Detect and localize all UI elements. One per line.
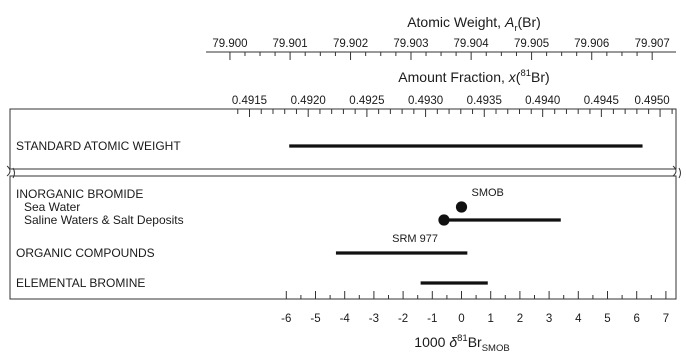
- row-label: ELEMENTAL BROMINE: [16, 276, 145, 290]
- axis-break-marks: [6, 165, 681, 179]
- delta-tick-label: 0: [458, 313, 464, 325]
- amount-fraction-tick-label: 0.4940: [525, 95, 560, 107]
- atomic-weight-tick-label: 79.900: [212, 38, 247, 50]
- atomic-weight-tick-label: 79.902: [333, 38, 368, 50]
- atomic-weight-axis: Atomic Weight, Ar(Br) 79.900 79.901 79.902…: [206, 14, 676, 60]
- reference-point-label: SMOB: [472, 187, 504, 199]
- amount-fraction-tick-label: 0.4915: [232, 95, 267, 107]
- amount-fraction-tick-label: 0.4950: [634, 95, 669, 107]
- row-label: Sea Water: [24, 200, 80, 214]
- atomic-weight-tick-label: 79.904: [454, 38, 490, 50]
- lower-frame: [9, 175, 677, 300]
- delta-tick-label: -4: [340, 313, 351, 325]
- row-label: Saline Waters & Salt Deposits: [24, 213, 184, 227]
- delta-tick-label: 1: [487, 313, 493, 325]
- reference-point-label: SRM 977: [392, 233, 438, 245]
- delta-tick-label: -2: [398, 313, 408, 325]
- delta-axis: -6 -5 -4 -3 -2 -1 0 1 2 3 4 5 6 7 1000 δ81BrSMOB: [281, 291, 669, 354]
- delta-tick-label: -3: [369, 313, 379, 325]
- delta-tick-label: -1: [427, 313, 437, 325]
- delta-axis-title: 1000 δ81BrSMOB: [414, 333, 509, 354]
- row-label: ORGANIC COMPOUNDS: [16, 246, 155, 260]
- delta-tick-label: 4: [575, 313, 582, 325]
- atomic-weight-tick-label: 79.906: [574, 38, 609, 50]
- atomic-weight-tick-label: 79.901: [273, 38, 308, 50]
- amount-fraction-axis: Amount Fraction, x(81Br) 0.4915 0.4920 0.4…: [232, 68, 673, 117]
- amount-fraction-axis-title: Amount Fraction, x(81Br): [398, 68, 549, 85]
- upper-frame: [9, 108, 677, 170]
- delta-tick-label: 6: [633, 313, 639, 325]
- delta-tick-label: 7: [663, 313, 669, 325]
- atomic-weight-tick-label: 79.907: [635, 38, 670, 50]
- delta-tick-label: 2: [517, 313, 523, 325]
- delta-tick-label: -5: [310, 313, 320, 325]
- row-label: INORGANIC BROMIDE: [16, 187, 143, 201]
- row-label: STANDARD ATOMIC WEIGHT: [16, 139, 181, 153]
- delta-tick-label: 5: [604, 313, 610, 325]
- amount-fraction-tick-label: 0.4925: [349, 95, 384, 107]
- atomic-weight-tick-label: 79.905: [514, 38, 549, 50]
- amount-fraction-tick-label: 0.4930: [408, 95, 443, 107]
- atomic-weight-axis-title: Atomic Weight, Ar(Br): [407, 14, 541, 34]
- delta-tick-label: -6: [281, 313, 291, 325]
- delta-tick-label: 3: [546, 313, 552, 325]
- reference-point: [455, 201, 468, 213]
- reference-point: [438, 214, 450, 226]
- amount-fraction-tick-label: 0.4945: [584, 95, 619, 107]
- atomic-weight-tick-label: 79.903: [393, 38, 428, 50]
- amount-fraction-tick-label: 0.4920: [291, 95, 326, 107]
- amount-fraction-tick-label: 0.4935: [467, 95, 502, 107]
